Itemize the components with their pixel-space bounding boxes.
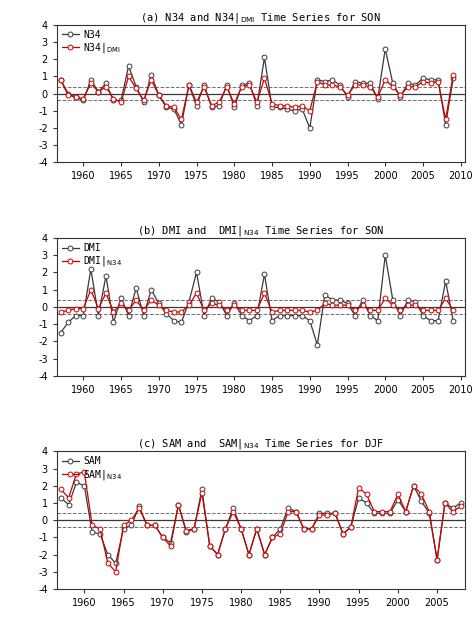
Legend: N34, N34|$_\mathrm{DMI}$: N34, N34|$_\mathrm{DMI}$ bbox=[59, 27, 124, 58]
Title: (a) N34 and N34|$_\mathrm{DMI}$ Time Series for SON: (a) N34 and N34|$_\mathrm{DMI}$ Time Ser… bbox=[140, 11, 381, 25]
Legend: SAM, SAM|$_\mathrm{N34}$: SAM, SAM|$_\mathrm{N34}$ bbox=[59, 453, 125, 485]
Title: (b) DMI and  DMI|$_\mathrm{N34}$ Time Series for SON: (b) DMI and DMI|$_\mathrm{N34}$ Time Ser… bbox=[137, 224, 384, 238]
Legend: DMI, DMI|$_\mathrm{N34}$: DMI, DMI|$_\mathrm{N34}$ bbox=[59, 240, 125, 272]
Title: (c) SAM and  SAM|$_\mathrm{N34}$ Time Series for DJF: (c) SAM and SAM|$_\mathrm{N34}$ Time Ser… bbox=[137, 437, 384, 451]
